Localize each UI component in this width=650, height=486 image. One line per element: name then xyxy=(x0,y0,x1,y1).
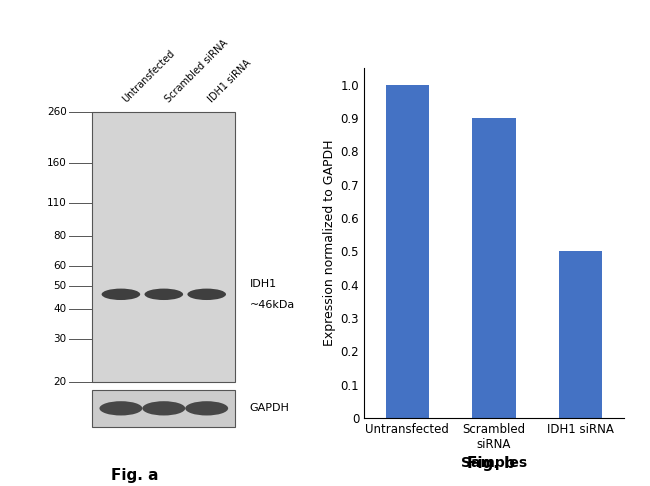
Ellipse shape xyxy=(99,401,142,416)
Text: 50: 50 xyxy=(53,280,66,291)
Bar xyxy=(92,390,235,427)
X-axis label: Samples: Samples xyxy=(461,456,527,470)
Text: Scrambled siRNA: Scrambled siRNA xyxy=(164,38,230,104)
Text: 80: 80 xyxy=(53,231,66,241)
Text: ~46kDa: ~46kDa xyxy=(250,299,295,310)
Text: Fig. b: Fig. b xyxy=(467,456,515,471)
Text: 40: 40 xyxy=(53,304,66,314)
Bar xyxy=(473,118,515,418)
Bar xyxy=(385,85,429,418)
Ellipse shape xyxy=(101,289,140,300)
Text: 30: 30 xyxy=(53,334,66,344)
Text: 110: 110 xyxy=(47,198,66,208)
Text: Fig. a: Fig. a xyxy=(111,468,159,483)
Text: IDH1 siRNA: IDH1 siRNA xyxy=(207,58,254,104)
Ellipse shape xyxy=(144,289,183,300)
Y-axis label: Expression normalized to GAPDH: Expression normalized to GAPDH xyxy=(323,140,336,346)
Ellipse shape xyxy=(185,401,228,416)
Text: GAPDH: GAPDH xyxy=(250,403,289,413)
Text: 160: 160 xyxy=(47,158,66,168)
Bar xyxy=(559,251,603,418)
Text: IDH1: IDH1 xyxy=(250,279,277,289)
Ellipse shape xyxy=(142,401,185,416)
Ellipse shape xyxy=(187,289,226,300)
Text: 60: 60 xyxy=(53,261,66,271)
Bar xyxy=(92,112,235,382)
Text: 20: 20 xyxy=(53,377,66,387)
Text: 260: 260 xyxy=(47,107,66,117)
Text: Untransfected: Untransfected xyxy=(121,48,177,104)
